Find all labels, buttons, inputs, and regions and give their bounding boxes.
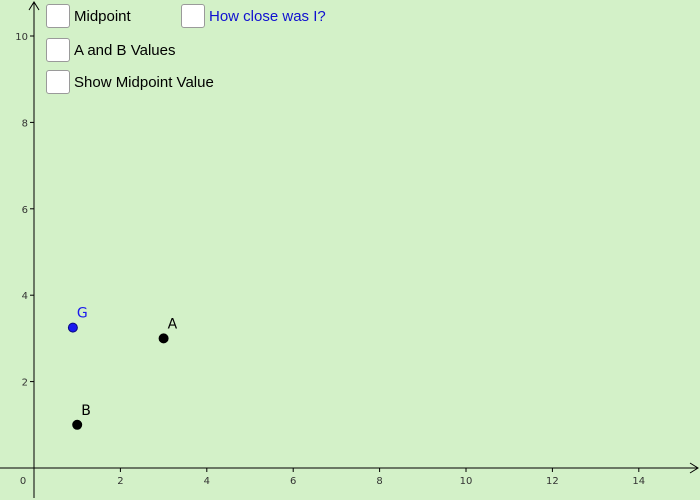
x-tick-label: 4 xyxy=(204,476,210,487)
x-axis-arrow xyxy=(689,462,699,474)
ab-values-checkbox-label: A and B Values xyxy=(74,41,176,59)
y-axis-arrow xyxy=(28,1,40,11)
x-tick-label: 8 xyxy=(376,476,382,487)
y-axis-ticks: 2 4 6 8 10 xyxy=(15,32,34,389)
x-tick-label: 10 xyxy=(460,476,473,487)
show-midpoint-value-checkbox-box[interactable] xyxy=(46,70,70,94)
show-midpoint-value-checkbox[interactable]: Show Midpoint Value xyxy=(46,70,214,94)
x-tick-label: 0 xyxy=(20,476,26,487)
y-tick-label: 6 xyxy=(22,205,28,216)
ab-values-checkbox-box[interactable] xyxy=(46,38,70,62)
how-close-checkbox[interactable]: How close was I? xyxy=(181,4,326,28)
point-b-label: B xyxy=(81,403,91,419)
point-b[interactable] xyxy=(72,419,83,430)
how-close-checkbox-box[interactable] xyxy=(181,4,205,28)
point-a-label: A xyxy=(168,316,178,332)
x-tick-label: 6 xyxy=(290,476,296,487)
point-a[interactable] xyxy=(158,333,169,344)
ab-values-checkbox[interactable]: A and B Values xyxy=(46,38,175,62)
how-close-checkbox-label: How close was I? xyxy=(209,7,326,25)
y-tick-label: 8 xyxy=(22,118,28,129)
show-midpoint-value-checkbox-label: Show Midpoint Value xyxy=(74,73,214,91)
y-tick-label: 10 xyxy=(15,32,28,43)
y-tick-label: 2 xyxy=(22,378,28,389)
x-tick-label: 14 xyxy=(632,476,645,487)
point-g[interactable] xyxy=(67,322,78,333)
x-axis-ticks: 0 2 4 6 8 10 12 14 xyxy=(20,468,645,487)
x-tick-label: 12 xyxy=(546,476,559,487)
midpoint-checkbox-label: Midpoint xyxy=(74,7,131,25)
point-g-label: G xyxy=(77,306,88,322)
points-layer: A B G xyxy=(67,306,178,430)
midpoint-checkbox-box[interactable] xyxy=(46,4,70,28)
y-tick-label: 4 xyxy=(22,291,28,302)
x-tick-label: 2 xyxy=(117,476,123,487)
midpoint-checkbox[interactable]: Midpoint xyxy=(46,4,131,28)
